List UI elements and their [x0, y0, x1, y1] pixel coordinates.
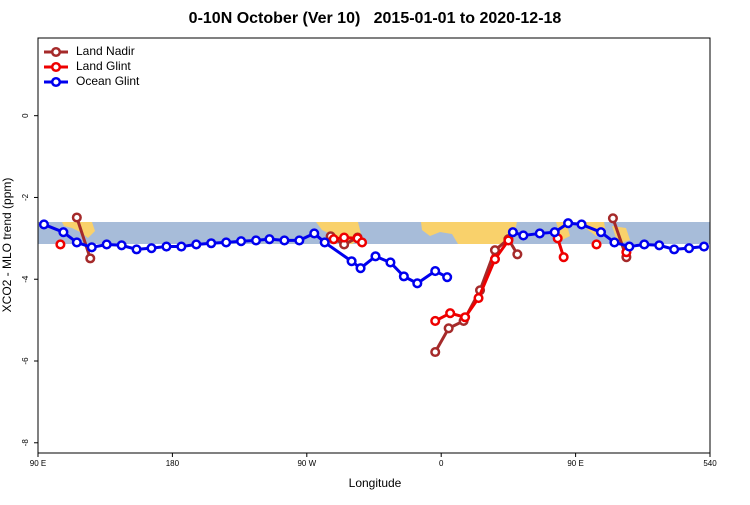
point — [71, 237, 82, 248]
map-strip — [38, 222, 710, 244]
point — [654, 240, 665, 251]
point — [146, 243, 157, 254]
point — [518, 230, 529, 241]
point — [430, 346, 441, 358]
y-axis-label: XCO2 - MLO trend (ppm) — [0, 178, 14, 313]
point — [473, 292, 484, 304]
legend-marker — [50, 46, 62, 58]
point — [116, 240, 127, 251]
point — [576, 219, 587, 230]
point — [460, 312, 471, 323]
point — [58, 227, 69, 238]
point — [370, 251, 381, 262]
point — [309, 228, 320, 239]
point — [38, 219, 50, 230]
point — [339, 232, 350, 243]
point — [639, 239, 650, 250]
point — [131, 244, 142, 255]
point — [609, 237, 620, 248]
y-tick-label: -2 — [21, 193, 30, 201]
point — [512, 249, 523, 260]
point — [221, 237, 232, 248]
point — [385, 257, 396, 268]
point — [549, 227, 560, 238]
legend-marker — [50, 76, 62, 88]
point — [191, 239, 202, 250]
legend-marker — [50, 61, 62, 73]
legend-label: Land Glint — [76, 59, 131, 73]
plot-frame — [37, 37, 711, 454]
point — [445, 308, 456, 319]
point — [563, 218, 574, 229]
point — [101, 239, 112, 250]
point — [279, 235, 290, 246]
point — [412, 278, 423, 289]
point — [558, 252, 569, 263]
point — [328, 234, 339, 245]
series-line — [334, 238, 627, 321]
legend-label: Ocean Glint — [76, 74, 140, 88]
point — [85, 253, 96, 264]
point — [161, 241, 172, 252]
x-tick-label: 540 — [703, 459, 717, 468]
point — [503, 235, 514, 246]
point — [250, 235, 262, 246]
x-tick-label: 90 W — [297, 459, 316, 468]
x-axis-label: Longitude — [349, 476, 402, 490]
point — [684, 243, 695, 254]
point — [398, 271, 409, 282]
y-tick-label: -6 — [21, 357, 30, 365]
point — [443, 323, 454, 334]
point — [489, 254, 501, 265]
x-tick-label: 90 E — [30, 459, 46, 468]
point — [430, 266, 441, 277]
y-tick-label: 0 — [21, 113, 30, 118]
point — [595, 227, 607, 238]
point — [55, 239, 66, 250]
point — [236, 236, 247, 247]
point — [591, 239, 602, 250]
x-tick-label: 90 E — [567, 459, 583, 468]
x-tick-label: 180 — [166, 459, 180, 468]
point — [346, 256, 357, 267]
point — [71, 212, 82, 223]
point — [430, 315, 441, 326]
point — [355, 263, 366, 274]
point — [607, 213, 618, 224]
legend-label: Land Nadir — [76, 44, 135, 58]
point — [624, 241, 635, 252]
point — [294, 235, 305, 246]
point — [264, 234, 275, 245]
point — [442, 272, 453, 283]
x-tick-label: 0 — [439, 459, 444, 468]
point — [698, 241, 710, 252]
chart-title: 0-10N October (Ver 10) 2015-01-01 to 202… — [189, 10, 562, 27]
point — [206, 238, 217, 249]
y-tick-label: -8 — [21, 439, 30, 447]
point — [357, 237, 368, 248]
point — [489, 245, 501, 256]
point — [319, 237, 330, 248]
point — [176, 241, 187, 252]
y-tick-label: -4 — [21, 275, 30, 283]
point — [669, 244, 680, 255]
point — [534, 228, 545, 239]
point — [507, 227, 518, 238]
point — [86, 242, 97, 253]
